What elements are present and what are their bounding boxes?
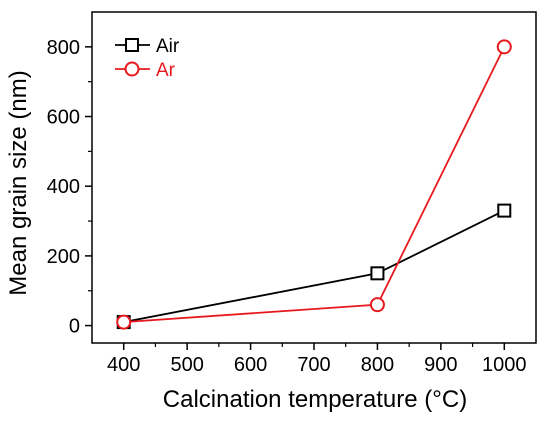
y-tick-label: 200 [47,246,80,268]
x-axis-title: Calcination temperature (°C) [163,386,467,413]
data-point-air [497,203,512,218]
x-tick-label: 900 [424,354,457,376]
legend-label: Ar [156,60,176,81]
x-tick-label: 700 [297,354,330,376]
series-ar [116,39,512,330]
x-tick-label: 800 [361,354,394,376]
series-group [116,39,512,330]
x-tick-label: 500 [170,354,203,376]
data-point-ar [496,39,512,55]
y-tick-label: 0 [69,316,80,338]
legend-entry-air: Air [115,36,180,57]
y-tick-label: 600 [47,107,80,129]
data-point-air [370,266,385,281]
axes: 400 500 600 700 800 900 1000 0 200 400 600 800 [47,11,537,376]
y-axis-title: Mean grain size (nm) [5,70,32,295]
legend-label: Air [156,36,180,57]
legend-swatch-marker [124,61,140,77]
y-tick-label: 400 [47,176,80,198]
y-tick-label: 800 [47,37,80,59]
x-tick-label: 400 [107,354,140,376]
data-point-ar [369,297,385,313]
series-line-ar [123,46,506,323]
series-line-air [123,209,505,323]
x-tick-label: 1000 [482,354,527,376]
legend: Air Ar [115,36,180,81]
legend-swatch-marker [125,38,139,52]
data-point-ar [116,314,132,330]
legend-entry-ar: Ar [115,60,176,81]
x-tick-label: 600 [234,354,267,376]
